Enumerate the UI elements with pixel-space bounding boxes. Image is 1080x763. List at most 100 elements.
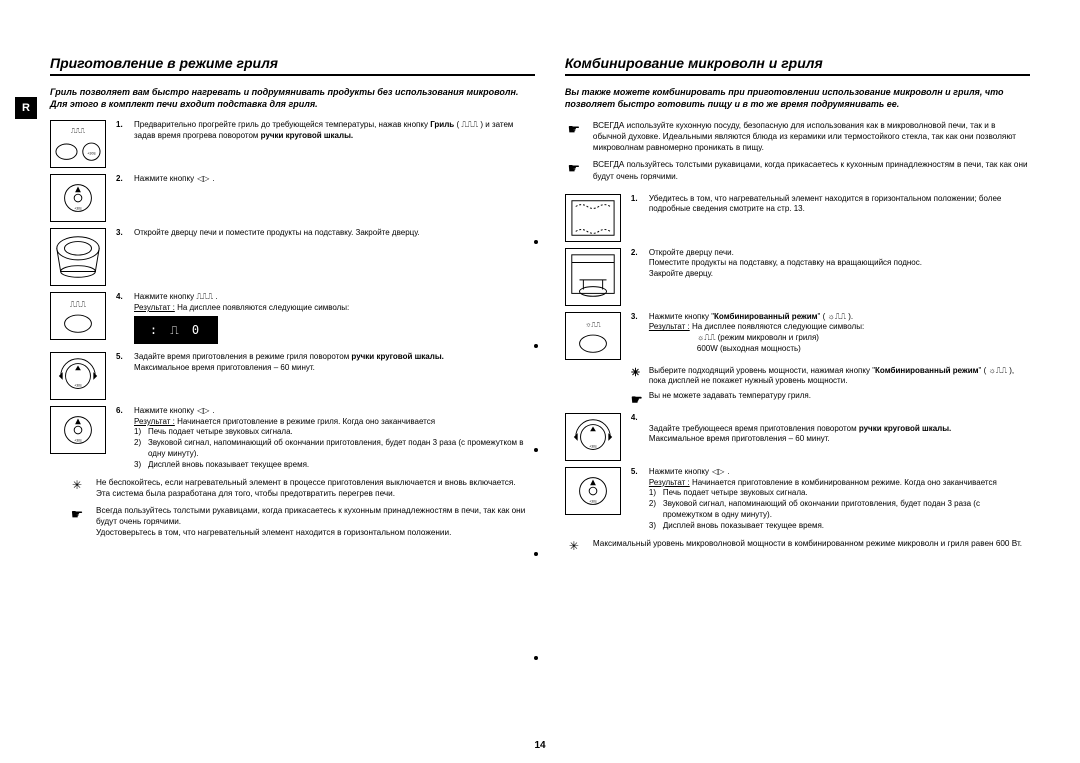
right-step-3-note2: ☛ Вы не можете задавать температуру грил… [565,391,1030,409]
t: Задайте требующееся время приготовления … [649,424,859,433]
note-text: Не беспокойтесь, если нагревательный эле… [96,477,535,499]
step-text: Предварительно прогрейте гриль до требую… [134,120,535,170]
page-number: 14 [534,740,545,751]
step-text: Нажмите кнопку ◁▷ . Результат : Начинает… [649,467,1030,532]
left-step-2: +30s 2. Нажмите кнопку ◁▷ . [50,174,535,224]
note-text: Максимальный уровень микроволновой мощно… [593,538,1030,554]
step-text: Откройте дверцу печи. Поместите продукты… [649,248,1030,308]
right-step-3: ☼⎍⎍ 3. Нажмите кнопку "Комбинированный р… [565,312,1030,362]
right-column: Комбинирование микроволн и гриля Вы такж… [565,55,1030,560]
list-item: Дисплей вновь показывает текущее время. [663,521,1030,532]
t: . [213,292,217,301]
start-icon: ◁▷ [711,467,725,478]
step-text: Убедитесь в том, что нагревательный элем… [649,194,1030,244]
thumb-dial-rotate-icon: +30s [565,413,621,461]
step-number: 5. [116,352,128,402]
right-step-5: +30s 5. Нажмите кнопку ◁▷ . Результат : … [565,467,1030,532]
result-label: Результат : [649,478,690,487]
result-label: Результат : [134,303,175,312]
note-hand-icon [565,120,583,153]
note-text: ВСЕГДА пользуйтесь толстыми рукавицами, … [593,159,1030,181]
right-step-2: 2. Откройте дверцу печи. Поместите проду… [565,248,1030,308]
column-divider-dots [534,240,538,660]
t: Комбинированный режим [714,312,818,321]
step-text: Вы не можете задавать температуру гриля. [649,391,1030,409]
t: . [725,467,729,476]
t: Задайте время приготовления в режиме гри… [134,352,351,361]
grill-icon: ⎍⎍⎍ [196,292,213,303]
result-line: ☼⎍⎍ (режим микроволн и гриля) [697,333,1030,344]
t: Максимальное время приготовления – 60 ми… [134,363,315,372]
t: ручки круговой шкалы. [859,424,951,433]
thumb-grill-dial-icon: ⎍⎍⎍ +30s [50,120,106,168]
t: . [210,174,214,183]
step-number: 1. [116,120,128,170]
t: ручки круговой шкалы. [351,352,443,361]
t: Предварительно прогрейте гриль до требую… [134,120,430,129]
svg-text:+30s: +30s [74,438,82,442]
note-hand-icon [565,159,583,181]
svg-text:☼⎍⎍: ☼⎍⎍ [585,321,601,328]
svg-text:+30s: +30s [74,383,82,387]
result-label: Результат : [134,417,175,426]
step-text: Нажмите кнопку "Комбинированный режим" (… [649,312,1030,362]
left-step-5: +30s 5. Задайте время приготовления в ре… [50,352,535,402]
t: Выберите подходящий уровень мощности, на… [649,366,875,375]
r-marker: R [15,97,37,119]
thumb-grill-button-icon: ⎍⎍⎍ [50,292,106,340]
thumb-dial-rotate-icon: +30s [50,352,106,400]
result-text: На дисплее появляются следующие символы: [177,303,349,312]
note-text: ВСЕГДА используйте кухонную посуду, безо… [593,120,1030,153]
step-text: Нажмите кнопку ◁▷ . Результат : Начинает… [134,406,535,471]
step-text: Нажмите кнопку ◁▷ . [134,174,535,224]
svg-text:+30s: +30s [589,444,597,448]
t: . [210,406,214,415]
note-star-icon: ✳ [68,477,86,499]
svg-text:+30s: +30s [589,499,597,503]
note-star-icon: ✳ [631,366,643,388]
note: ВСЕГДА пользуйтесь толстыми рукавицами, … [565,159,1030,181]
step-number: 2. [631,248,643,308]
t: Максимальное время приготовления – 60 ми… [649,434,830,443]
step-number: 2. [116,174,128,224]
display-readout: : ⎍ 0 [134,316,218,344]
step-text: Выберите подходящий уровень мощности, на… [649,366,1030,388]
left-heading: Приготовление в режиме гриля [50,55,535,76]
t: " ( [818,312,828,321]
left-intro: Гриль позволяет вам быстро нагревать и п… [50,86,535,110]
step-number: 4. [116,292,128,348]
note-text: Всегда пользуйтесь толстыми рукавицами, … [96,505,535,538]
t: Нажмите кнопку [134,292,196,301]
list-item: Печь подает четыре звуковых сигнала. [148,427,535,438]
step-number: 1. [631,194,643,244]
note: Всегда пользуйтесь толстыми рукавицами, … [68,505,535,538]
t: Нажмите кнопку [649,467,711,476]
thumb-oven-open-icon [50,228,106,286]
right-step-1: 1. Убедитесь в том, что нагревательный э… [565,194,1030,244]
grill-glyph: ⎍⎍⎍ [71,128,85,135]
thumb-combo-button-icon: ☼⎍⎍ [565,312,621,360]
result-line: 600W (выходная мощность) [697,344,1030,355]
note-star-icon: ✳ [565,538,583,554]
step-text: Задайте требующееся время приготовления … [649,413,1030,463]
thumb-oven-open-icon [565,248,621,306]
t: Комбинированный режим [875,366,979,375]
note-hand-icon [68,505,86,538]
t: ). [846,312,853,321]
grill-glyph: ⎍⎍⎍ [70,300,87,309]
dial-label: +30s [87,152,95,156]
right-step-3-note: ✳ Выберите подходящий уровень мощности, … [565,366,1030,388]
step-number: 3. [631,312,643,362]
step-number: 3. [116,228,128,288]
t: ( [454,120,461,129]
dial-label: +30s [74,207,82,211]
page-spread: R Приготовление в режиме гриля Гриль поз… [50,55,1030,560]
step-text: Откройте дверцу печи и поместите продукт… [134,228,535,288]
thumb-dial-icon: +30s [50,174,106,222]
step-number: 6. [116,406,128,471]
start-icon: ◁▷ [196,174,210,185]
result-text: На дисплее появляются следующие символы: [692,322,864,331]
list-item: Дисплей вновь показывает текущее время. [148,460,535,471]
t: " ( [979,366,989,375]
result-text: Начинается приготовление в комбинированн… [692,478,997,487]
